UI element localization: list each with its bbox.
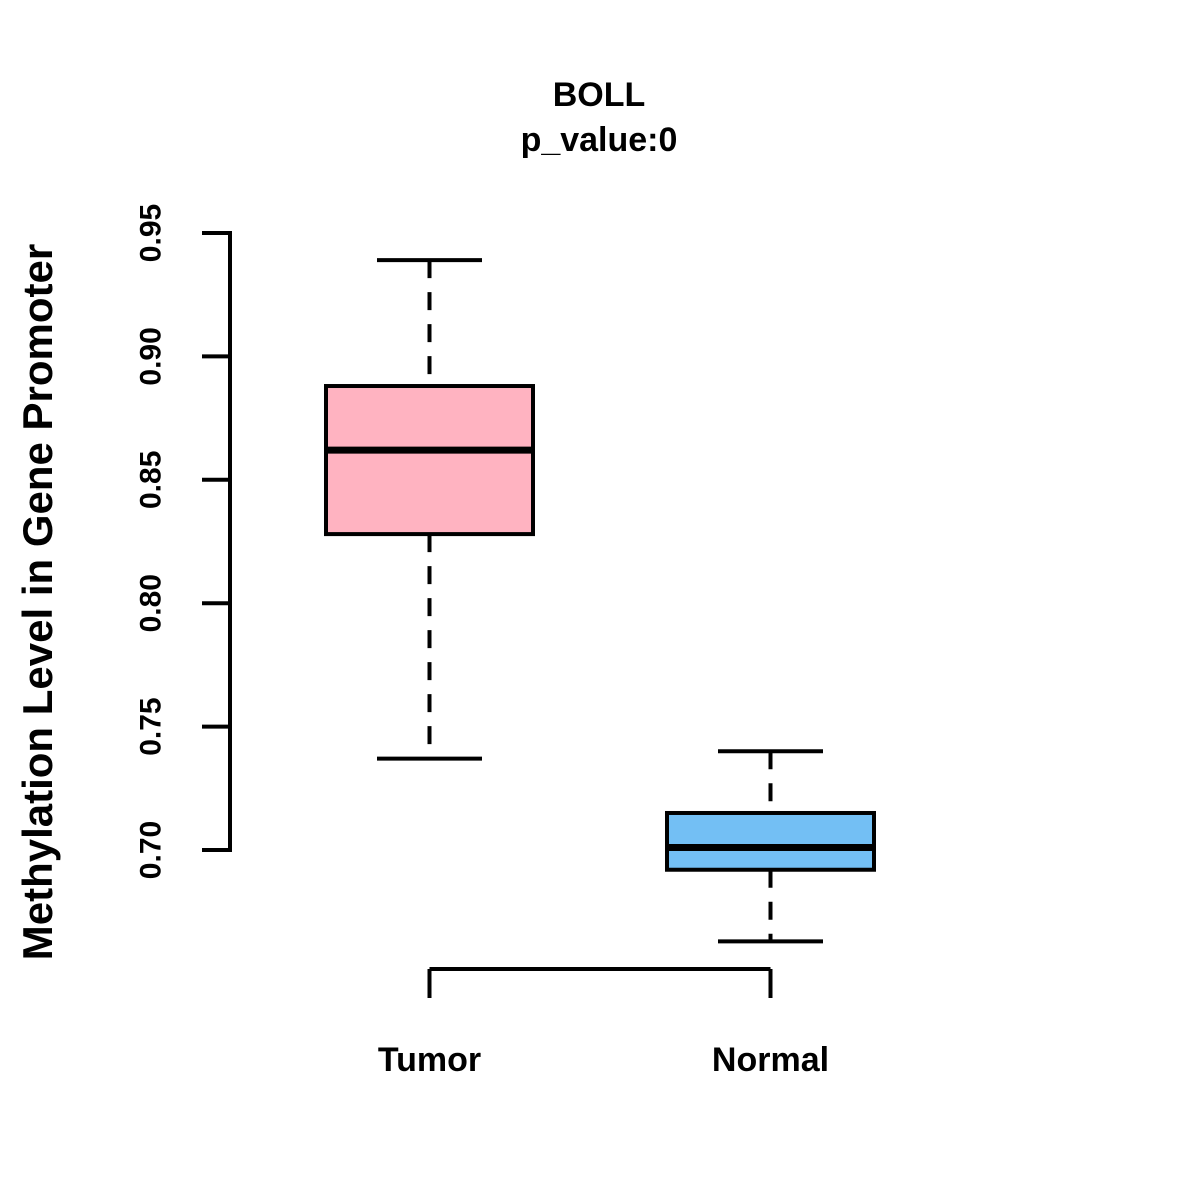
y-tick-label: 0.85: [135, 451, 168, 509]
chart-title: BOLL: [552, 76, 646, 114]
y-tick-label: 0.75: [135, 697, 168, 755]
y-tick-label: 0.70: [135, 821, 168, 879]
box-normal: [665, 810, 876, 872]
y-tick-label: 0.90: [135, 327, 168, 385]
y-tick-label: 0.80: [135, 574, 168, 632]
x-category-label: Normal: [712, 1041, 829, 1079]
chart-subtitle: p_value:0: [520, 121, 678, 159]
box-tumor: [324, 384, 535, 537]
x-category-label: Tumor: [378, 1041, 481, 1079]
y-tick-label: 0.95: [135, 204, 168, 262]
